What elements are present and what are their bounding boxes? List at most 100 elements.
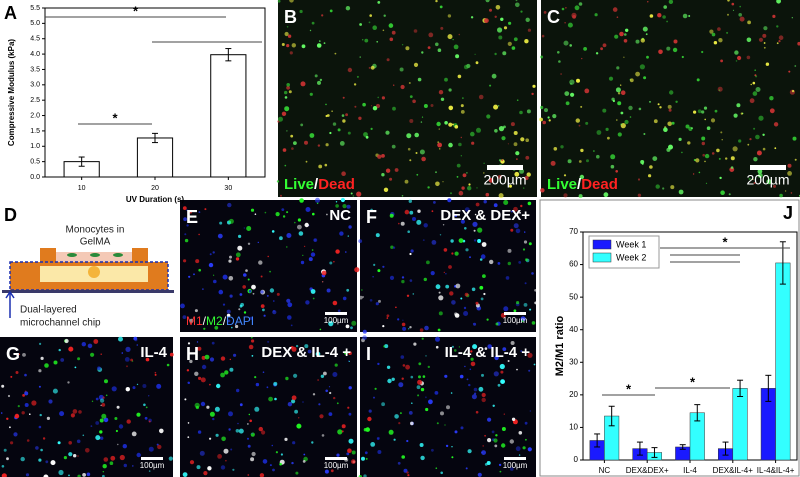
- cell-dot: [58, 469, 64, 476]
- cell-dot: [343, 350, 349, 355]
- cell-dot: [417, 77, 422, 82]
- cell-dot: [381, 154, 385, 158]
- cell-dot: [430, 271, 435, 276]
- cell-dot: [732, 146, 738, 152]
- cell-dot: [444, 77, 448, 82]
- x-tick-label: IL-4&IL-4+: [757, 466, 795, 475]
- cell-dot: [144, 416, 148, 420]
- cell-dot: [616, 119, 618, 121]
- cell-dot: [756, 150, 762, 156]
- cell-dot: [688, 15, 691, 17]
- cell-dot: [416, 385, 421, 390]
- cell-dot: [525, 17, 530, 22]
- cell-dot: [246, 226, 252, 231]
- cell-dot: [513, 206, 518, 212]
- cell-dot: [498, 463, 502, 467]
- cell-dot: [291, 399, 296, 404]
- cell-dot: [460, 104, 464, 108]
- cell-dot: [620, 123, 622, 125]
- cell-dot: [261, 430, 266, 435]
- cell-dot: [510, 467, 514, 471]
- cell-dot: [402, 319, 404, 321]
- cell-dot: [460, 219, 465, 224]
- cell-dot: [603, 192, 609, 198]
- cell-dot: [227, 319, 231, 323]
- cell-dot: [407, 474, 410, 477]
- cell-dot: [230, 448, 233, 451]
- cell-dot: [762, 133, 765, 136]
- cell-dot: [393, 84, 395, 86]
- y-tick-label: 70: [569, 227, 578, 236]
- stain-part: Live: [284, 176, 314, 193]
- cell-dot: [346, 204, 351, 209]
- cell-dot: [358, 295, 363, 300]
- cell-dot: [620, 123, 626, 129]
- cell-dot: [748, 177, 751, 181]
- cell-dot: [22, 394, 25, 397]
- cell-dot: [479, 258, 483, 261]
- cell-dot: [447, 198, 452, 203]
- cell-dot: [548, 119, 551, 122]
- cell-dot: [578, 194, 583, 199]
- cell-dot: [270, 349, 272, 351]
- cell-dot: [370, 65, 375, 70]
- cell-dot: [752, 81, 756, 85]
- cell-dot: [293, 373, 298, 378]
- cell-dot: [183, 217, 188, 222]
- cell-dot: [550, 160, 556, 166]
- cell-dot: [759, 175, 761, 177]
- cell-dot: [316, 202, 319, 204]
- cell-dot: [516, 158, 518, 160]
- cell-dot: [339, 141, 345, 146]
- cell-dot: [428, 399, 433, 405]
- cell-dot: [100, 398, 105, 403]
- cell-dot: [487, 438, 492, 443]
- micrograph: H DEX & IL-4 + 100µm: [180, 336, 357, 477]
- cell-dot: [7, 394, 11, 398]
- diagram-text: Monocytes in: [66, 225, 125, 236]
- cell-dot: [273, 300, 275, 302]
- cell-dot: [444, 374, 448, 378]
- cell-dot: [412, 217, 416, 221]
- legend-label: Week 2: [616, 252, 646, 262]
- cell-dot: [533, 363, 536, 366]
- cell-dot: [617, 92, 621, 95]
- cell-dot: [408, 199, 412, 203]
- cell-dot: [488, 177, 494, 183]
- cell-dot: [93, 339, 99, 344]
- bar: [136, 137, 174, 178]
- cell-dot: [373, 263, 376, 266]
- cell-dot: [406, 439, 409, 443]
- cell-dot: [435, 345, 439, 349]
- stain-part: /: [203, 314, 207, 328]
- cell-dot: [713, 41, 718, 45]
- cell-dot: [24, 373, 27, 377]
- cell-dot: [377, 154, 382, 159]
- cell-dot: [433, 201, 436, 204]
- cell-dot: [458, 190, 464, 196]
- cell-dot: [560, 145, 564, 149]
- cell-dot: [480, 297, 484, 301]
- cell-dot: [375, 302, 379, 306]
- cell-dot: [257, 241, 259, 244]
- cell-dot: [486, 461, 491, 465]
- cell-dot: [752, 91, 758, 96]
- cell-dot: [213, 274, 215, 276]
- cell-dot: [678, 189, 684, 195]
- cell-dot: [228, 218, 234, 224]
- cell-dot: [239, 304, 243, 308]
- cell-dot: [500, 17, 504, 21]
- cell-dot: [189, 318, 194, 323]
- cell-dot: [727, 13, 729, 16]
- cell-dot: [539, 117, 543, 122]
- cell-dot: [284, 106, 290, 112]
- cell-dot: [505, 276, 510, 280]
- y-axis-title: M2/M1 ratio: [554, 315, 566, 376]
- cell-dot: [294, 409, 298, 414]
- cell-dot: [211, 341, 215, 345]
- cell-dot: [558, 60, 561, 63]
- cell-dot: [423, 277, 427, 282]
- condition-label: IL-4: [140, 344, 167, 361]
- cell-dot: [666, 147, 671, 152]
- cell-dot: [709, 29, 714, 34]
